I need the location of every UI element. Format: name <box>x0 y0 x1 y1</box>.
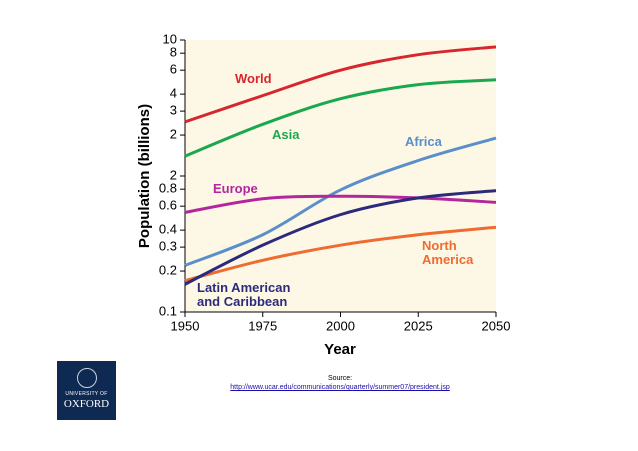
logo-line2: OXFORD <box>63 398 110 410</box>
y-tick-label: 0.4 <box>159 222 177 237</box>
y-tick-label: 6 <box>170 62 177 77</box>
y-tick-label: 0.3 <box>159 239 177 254</box>
y-tick-label: 0.8 <box>159 181 177 196</box>
series-line <box>184 225 497 283</box>
source: Source: http://www.ucar.edu/communicatio… <box>200 374 480 392</box>
series-label: World <box>235 71 272 86</box>
y-tick-label: 4 <box>170 86 177 101</box>
series-label: North America <box>422 238 474 267</box>
x-tick-label: 2000 <box>326 318 355 333</box>
y-tick-label: 10 <box>163 31 177 46</box>
series-line <box>184 45 497 124</box>
y-tick-label: 2 <box>170 167 177 182</box>
series-label: Asia <box>272 127 300 142</box>
series-line <box>184 136 497 267</box>
y-tick-label: 2 <box>170 126 177 141</box>
y-tick-label: 8 <box>170 45 177 60</box>
y-tick-label: 0.6 <box>159 198 177 213</box>
series-line <box>184 189 497 286</box>
x-tick-label: 2025 <box>404 318 433 333</box>
y-axis-title: Population (billions) <box>136 104 153 248</box>
y-tick-label: 0.2 <box>159 262 177 277</box>
logo-crest <box>76 368 97 388</box>
series-label: Europe <box>213 181 258 196</box>
series-label: Latin American and Caribbean <box>197 280 291 309</box>
series-label: Africa <box>405 134 442 149</box>
y-tick-label: 3 <box>170 103 177 118</box>
x-tick-label: 1975 <box>248 318 277 333</box>
series-line <box>184 78 497 158</box>
x-axis-title: Year <box>324 341 356 358</box>
source-label: Source: <box>327 375 353 382</box>
logo: UNIVERSITY OF OXFORD <box>57 361 116 420</box>
y-tick-label: 0.1 <box>159 303 177 318</box>
series-line <box>184 194 497 214</box>
x-tick-label: 1950 <box>171 318 200 333</box>
logo-line1: UNIVERSITY OF <box>65 391 108 397</box>
source-url: http://www.ucar.edu/communications/quart… <box>230 384 450 391</box>
x-tick-label: 2050 <box>482 318 511 333</box>
